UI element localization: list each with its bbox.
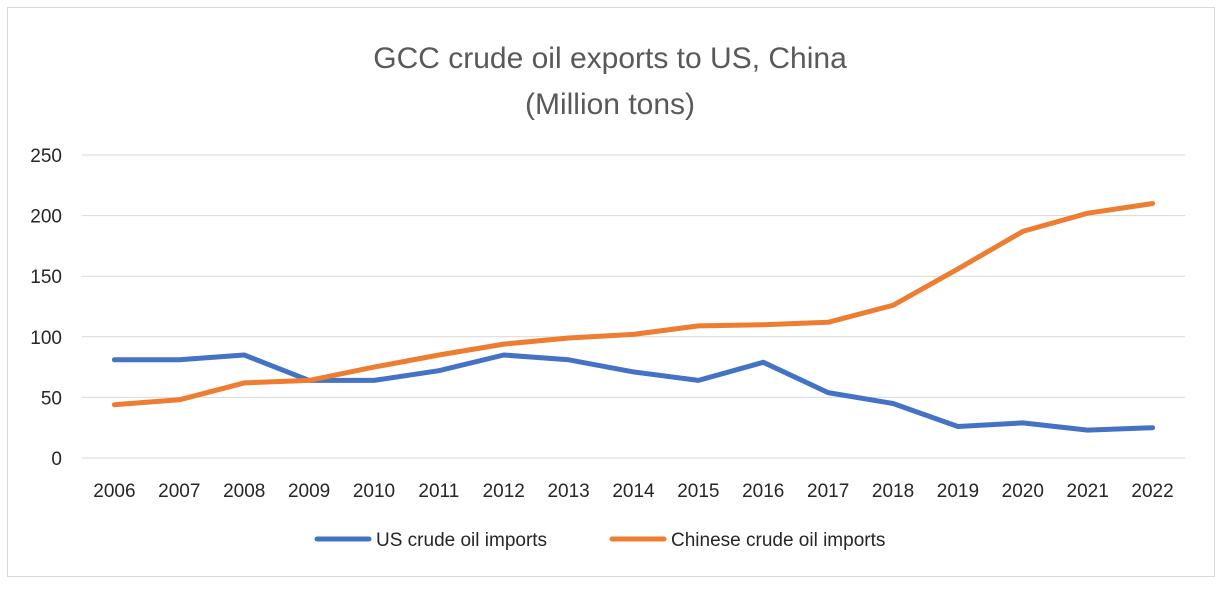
x-tick-label: 2020 [1002, 481, 1044, 502]
legend: US crude oil imports Chinese crude oil im… [314, 530, 885, 551]
x-tick-label: 2017 [807, 481, 849, 502]
series-lines [111, 201, 1156, 433]
legend-label: US crude oil imports [376, 530, 547, 551]
x-tick-label: 2011 [418, 481, 459, 502]
x-tick-label: 2012 [483, 481, 525, 502]
series-line-1 [111, 201, 1156, 408]
chart-title: GCC crude oil exports to US, China [373, 42, 847, 75]
y-tick-label: 50 [41, 388, 62, 409]
x-tick-label: 2019 [937, 481, 979, 502]
x-tick-label: 2010 [353, 481, 395, 502]
y-tick-label: 250 [30, 146, 62, 167]
x-tick-label: 2022 [1131, 481, 1173, 502]
series-line-0 [111, 352, 1156, 433]
x-tick-label: 2007 [158, 481, 200, 502]
x-axis-ticks: 2006 2007 2008 2009 2010 2011 2012 2013 2014 2015… [93, 481, 1173, 502]
y-tick-label: 150 [30, 267, 62, 288]
y-tick-label: 100 [30, 328, 62, 349]
chart-frame [7, 7, 1215, 577]
x-tick-label: 2014 [612, 481, 655, 502]
x-tick-label: 2008 [223, 481, 265, 502]
x-tick-label: 2009 [288, 481, 330, 502]
x-tick-label: 2016 [742, 481, 784, 502]
y-axis-ticks: 0 50 100 150 200 250 [30, 146, 62, 470]
y-tick-label: 200 [30, 207, 62, 228]
chart-subtitle: (Million tons) [525, 88, 695, 121]
x-tick-label: 2013 [547, 481, 589, 502]
grid-lines [82, 154, 1185, 459]
y-tick-label: 0 [51, 449, 62, 470]
x-tick-label: 2018 [872, 481, 914, 502]
legend-label: Chinese crude oil imports [671, 530, 885, 551]
x-tick-label: 2006 [93, 481, 135, 502]
x-tick-label: 2015 [677, 481, 719, 502]
x-tick-label: 2021 [1067, 481, 1109, 502]
